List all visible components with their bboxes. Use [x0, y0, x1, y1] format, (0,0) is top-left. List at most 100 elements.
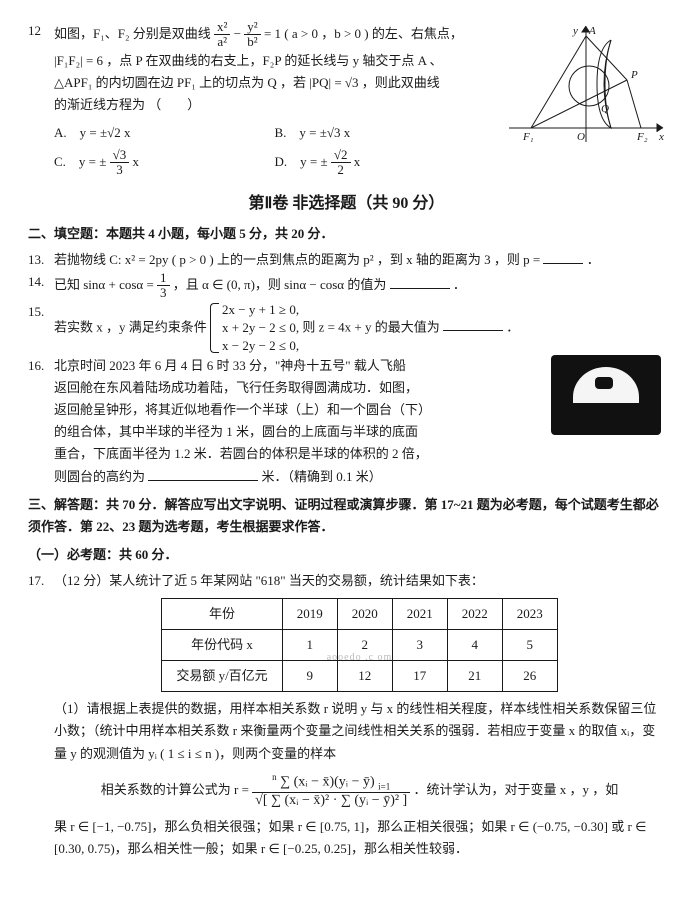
lbl-x: x	[658, 131, 664, 143]
n: 1	[157, 271, 170, 286]
cell: 4	[447, 630, 502, 661]
l6b: 米．（精确到 0.1 米）	[262, 469, 382, 484]
q17-body: （12 分）某人统计了近 5 年某网站 "618" 当天的交易额，统计结果如下表…	[54, 570, 665, 861]
minus: −	[234, 26, 245, 41]
cell: 交易额 y/百亿元	[162, 661, 282, 692]
l3: 返回舱呈钟形，将其近似地看作一个半球（上）和一个圆台（下）	[54, 399, 545, 421]
q14-body: 已知 sinα + cosα = 13 ，且 α ∈ (0, π)，则 sinα…	[54, 271, 665, 301]
q15-b: 则 z = 4x + y 的最大值为	[302, 319, 443, 334]
q13-b: ．	[587, 252, 600, 267]
question-14: 14. 已知 sinα + cosα = 13 ，且 α ∈ (0, π)，则 …	[28, 271, 665, 301]
q13-a: 若抛物线 C: x² = 2py ( p > 0 ) 上的一点到焦点的距离为 p…	[54, 252, 543, 267]
capsule-icon	[551, 355, 661, 435]
q15-a: 若实数 x ，y 满足约束条件	[54, 319, 210, 334]
cell: 5	[502, 630, 557, 661]
watermark-text: aooedo .c om	[327, 649, 393, 666]
cell: 2021	[392, 599, 447, 630]
sup-n: n	[272, 772, 277, 782]
q12-opt-d: D. y = ± √22 x	[275, 146, 496, 180]
num: n ∑ (xᵢ − x̄)(yᵢ − ȳ) i=1	[252, 773, 410, 793]
q12-opt-a: A. y = ±√2 x	[54, 120, 275, 146]
q12-options: A. y = ±√2 x B. y = ±√3 x C. y = ± √33 x…	[54, 120, 495, 180]
q17-table: 年份 2019 2020 2021 2022 2023 年份代码 x 1 2 3…	[161, 598, 557, 692]
d: a²	[214, 35, 230, 49]
frac: √22	[331, 148, 351, 178]
q16-body: 北京时间 2023 年 6 月 4 日 6 时 33 分，"神舟十五号" 载人飞…	[54, 355, 545, 488]
blank	[390, 276, 450, 289]
blank	[543, 251, 583, 264]
q13-body: 若抛物线 C: x² = 2py ( p > 0 ) 上的一点到焦点的距离为 p…	[54, 249, 665, 271]
blank	[443, 318, 503, 331]
d: 3	[157, 286, 170, 300]
q12-line3: △APF₁ 的内切圆在边 PF₁ 上的切点为 Q ，若 |PQ| = √3 ，则…	[54, 72, 495, 94]
q17-number: 17.	[28, 570, 54, 861]
question-12: 12 如图，F₁、F₂ 分别是双曲线 x²a² − y²b² = 1 ( a >…	[28, 20, 665, 180]
solve-header: 三、解答题：共 70 分．解答应写出文字说明、证明过程或演算步骤．第 17~21…	[28, 494, 665, 538]
table-row: 年份 2019 2020 2021 2022 2023	[162, 599, 557, 630]
cell: 2020	[337, 599, 392, 630]
hyperbola-icon: A P Q F₁ F₂ O x y y	[501, 20, 671, 150]
q12-figure: A P Q F₁ F₂ O x y y	[495, 20, 665, 180]
d: 2	[331, 163, 351, 177]
c3: x − 2y − 2 ≤ 0,	[222, 337, 299, 355]
pre: C. y = ±	[54, 154, 106, 169]
q17-p2: 果 r ∈ [−1, −0.75]，那么负相关很强；如果 r ∈ [0.75, …	[54, 816, 665, 860]
q14-number: 14.	[28, 271, 54, 301]
frac: √33	[110, 148, 130, 178]
q15-body: 若实数 x ，y 满足约束条件 2x − y + 1 ≥ 0, x + 2y −…	[54, 301, 665, 356]
cell: 26	[502, 661, 557, 692]
c1: 2x − y + 1 ≥ 0,	[222, 301, 299, 319]
post: x	[133, 154, 140, 169]
l4: 的组合体，其中半球的半径为 1 米，圆台的上底面与半球的底面	[54, 421, 545, 443]
d: 3	[110, 163, 130, 177]
q12-l1a: 如图，F₁、F₂ 分别是双曲线	[54, 26, 214, 41]
question-15: 15. 若实数 x ，y 满足约束条件 2x − y + 1 ≥ 0, x + …	[28, 301, 665, 356]
l5: 重合，下底面半径为 1.2 米．若圆台的体积是半球的体积的 2 倍，	[54, 443, 545, 465]
l1: 北京时间 2023 年 6 月 4 日 6 时 33 分，"神舟十五号" 载人飞…	[54, 355, 545, 377]
q14-b: ，且 α ∈ (0, π)，则 sinα − cosα 的值为	[173, 277, 390, 292]
d: b²	[244, 35, 260, 49]
q12-line4: 的渐近线方程为 （ ）	[54, 94, 495, 116]
l6: 则圆台的高约为 米．（精确到 0.1 米）	[54, 466, 545, 488]
lbl-F2: F₂	[636, 131, 648, 143]
cell: 2023	[502, 599, 557, 630]
q15-c: ．	[506, 319, 519, 334]
cell: 2019	[282, 599, 337, 630]
f-pre: 相关系数的计算公式为 r =	[101, 781, 252, 796]
q17-table-wrap: 年份 2019 2020 2021 2022 2023 年份代码 x 1 2 3…	[54, 598, 665, 692]
q14-a: 已知 sinα + cosα =	[54, 277, 157, 292]
lbl-F1: F₁	[522, 131, 534, 143]
cell: 21	[447, 661, 502, 692]
blank	[148, 468, 258, 481]
q16-number: 16.	[28, 355, 54, 488]
q12-body: 如图，F₁、F₂ 分别是双曲线 x²a² − y²b² = 1 ( a > 0 …	[54, 20, 495, 180]
post: x	[354, 154, 361, 169]
n: x²	[214, 20, 230, 35]
q12-l1b: = 1 ( a > 0 ，b > 0 ) 的左、右焦点，	[264, 26, 463, 41]
lbl-P: P	[630, 69, 638, 81]
question-17: 17. （12 分）某人统计了近 5 年某网站 "618" 当天的交易额，统计结…	[28, 570, 665, 861]
q13-number: 13.	[28, 249, 54, 271]
q17-formula: 相关系数的计算公式为 r = n ∑ (xᵢ − x̄)(yᵢ − ȳ) i=1…	[54, 773, 665, 809]
window	[595, 377, 613, 389]
q14-frac: 13	[157, 271, 170, 301]
q12-opt-c: C. y = ± √33 x	[54, 146, 275, 180]
n: √3	[110, 148, 130, 163]
l6a: 则圆台的高约为	[54, 469, 148, 484]
q12-frac1: x²a²	[214, 20, 230, 50]
cell: 年份代码 x	[162, 630, 282, 661]
l2: 返回舱在东风着陆场成功着陆，飞行任务取得圆满成功．如图，	[54, 377, 545, 399]
cell: 年份	[162, 599, 282, 630]
q12-number: 12	[28, 20, 54, 180]
q12-frac2: y²b²	[244, 20, 260, 50]
n: √2	[331, 148, 351, 163]
q12-line2: |F₁F₂| = 6 ，点 P 在双曲线的右支上，F₂P 的延长线与 y 轴交于…	[54, 50, 495, 72]
cell: 2022	[447, 599, 502, 630]
lbl-O: O	[577, 131, 585, 143]
fill-blank-header: 二、填空题：本题共 4 小题，每小题 5 分，共 20 分．	[28, 223, 665, 245]
den: √[ ∑ (xᵢ − x̄)² · ∑ (yᵢ − ȳ)² ]	[252, 793, 410, 808]
den-body: √[ ∑ (xᵢ − x̄)² · ∑ (yᵢ − ȳ)² ]	[255, 793, 407, 808]
q14-c: ．	[453, 277, 466, 292]
pre: D. y = ±	[275, 154, 328, 169]
f-post: ．统计学认为，对于变量 x ，y ，如	[413, 781, 618, 796]
